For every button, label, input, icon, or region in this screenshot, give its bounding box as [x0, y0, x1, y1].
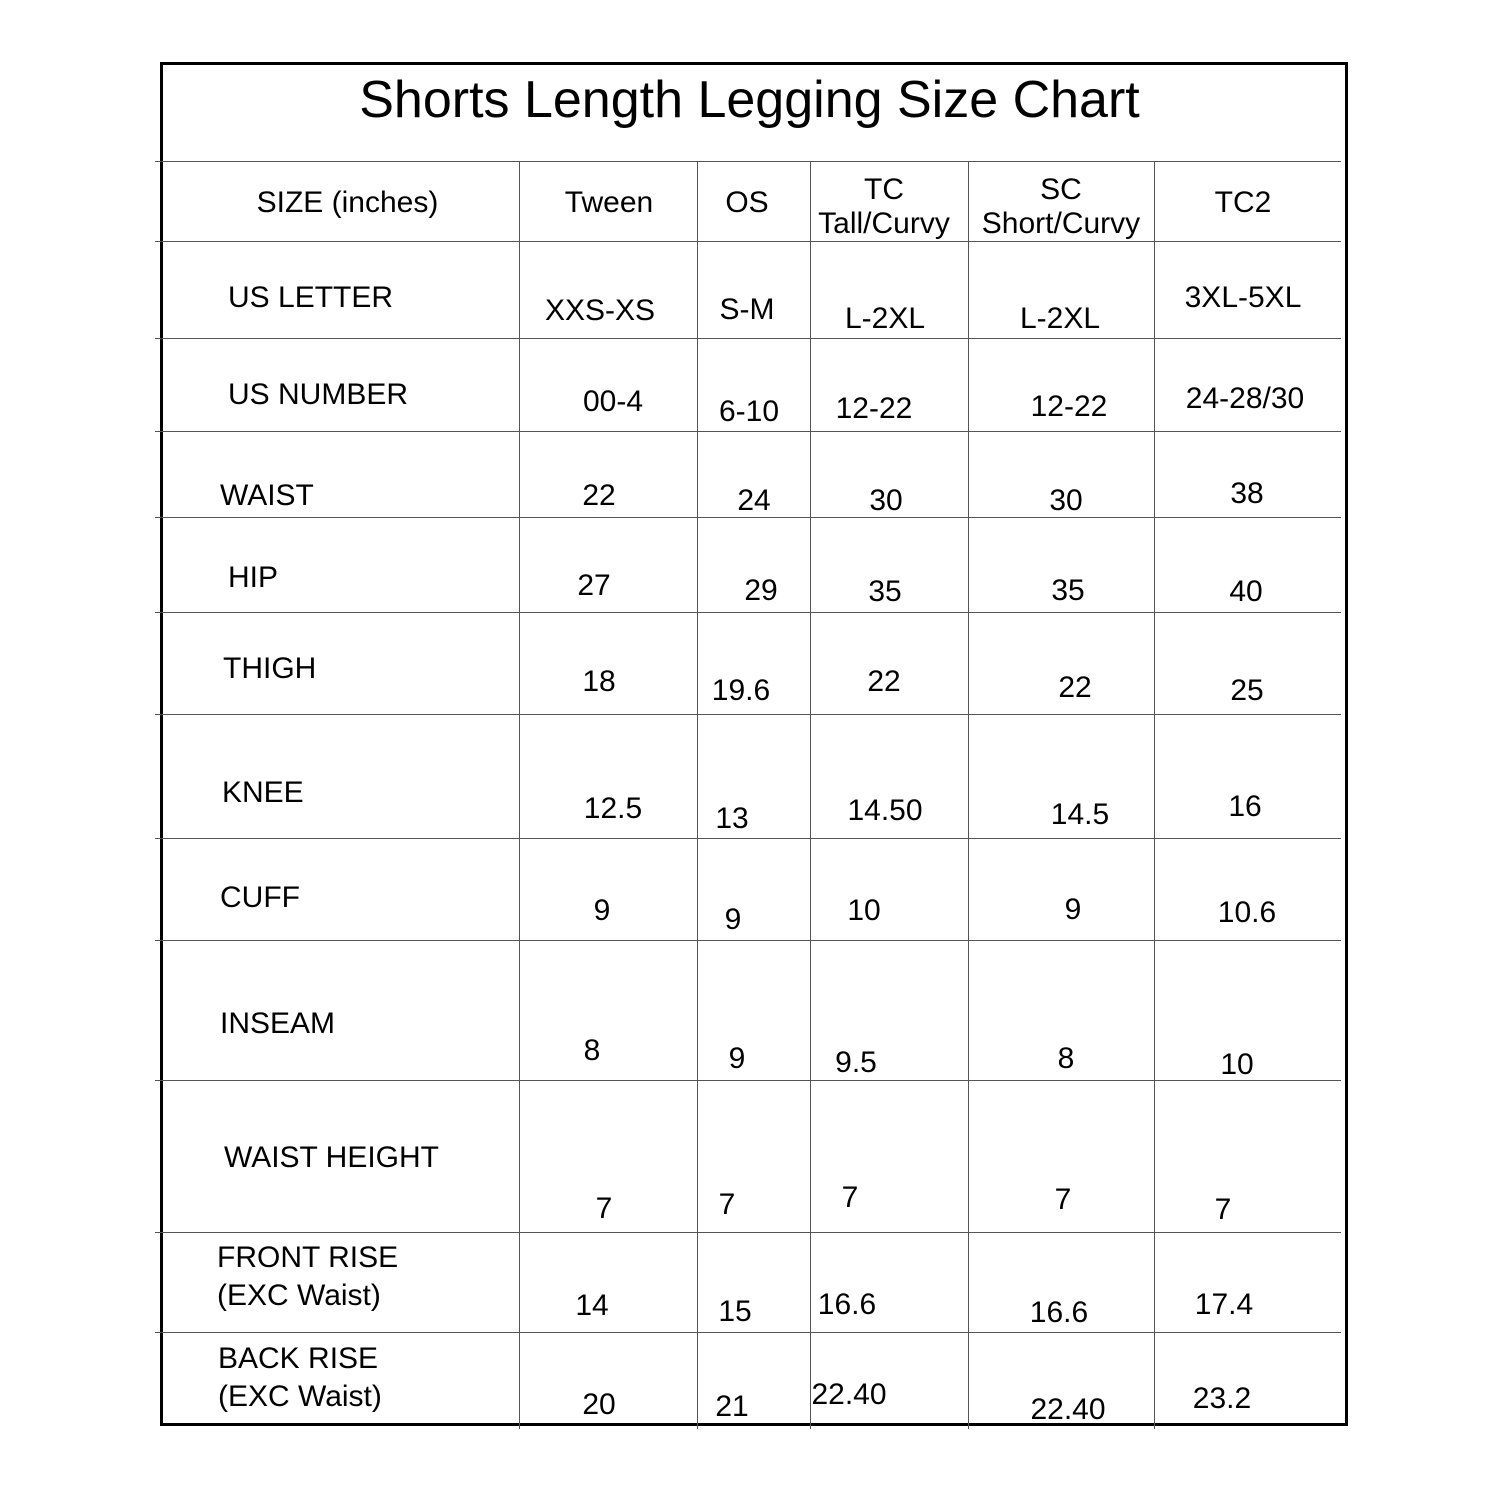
table-cell: 16: [1228, 790, 1262, 823]
column-header-sc: SC: [1040, 173, 1082, 206]
row-label: HIP: [228, 561, 279, 594]
table-cell: 29: [744, 574, 778, 607]
row-divider: [155, 838, 1341, 839]
row-label: INSEAM: [220, 1007, 336, 1040]
table-cell: 7: [718, 1188, 736, 1221]
table-cell: 35: [1051, 574, 1085, 607]
table-cell: 7: [841, 1181, 859, 1214]
table-cell: 15: [718, 1295, 752, 1328]
table-cell: 9: [1064, 893, 1082, 926]
row-label-sub: (EXC Waist): [217, 1279, 381, 1312]
column-header-subtitle: Tall/Curvy: [818, 207, 950, 240]
row-divider: [155, 161, 1341, 162]
table-cell: 23.2: [1192, 1382, 1252, 1415]
table-cell: 10.6: [1217, 896, 1277, 929]
table-cell: 35: [868, 575, 902, 608]
row-divider: [155, 338, 1341, 339]
table-cell: 22: [1058, 671, 1092, 704]
table-cell: 20: [582, 1388, 616, 1421]
row-label: WAIST: [220, 479, 314, 512]
table-border: [160, 62, 1348, 1426]
table-cell: 14.5: [1050, 798, 1110, 831]
table-cell: 14: [575, 1289, 609, 1322]
table-cell: 9: [593, 894, 611, 927]
table-cell: 14.50: [847, 794, 923, 827]
table-cell: 8: [1057, 1042, 1075, 1075]
table-cell: 22: [582, 479, 616, 512]
row-divider: [155, 1080, 1341, 1081]
table-cell: 24: [737, 484, 771, 517]
row-divider: [155, 940, 1341, 941]
column-divider: [697, 161, 698, 1429]
column-header-subtitle: Short/Curvy: [981, 207, 1141, 240]
table-cell: 22.40: [811, 1378, 887, 1411]
row-divider: [155, 241, 1341, 242]
table-cell: 13: [715, 802, 749, 835]
table-cell: 38: [1230, 477, 1264, 510]
row-divider: [155, 431, 1341, 432]
table-cell: 19.6: [711, 674, 771, 707]
table-cell: 7: [1054, 1183, 1072, 1216]
table-cell: 12-22: [1030, 390, 1108, 423]
table-cell: 18: [582, 665, 616, 698]
column-header-os: OS: [725, 186, 769, 219]
table-cell: 22: [867, 665, 901, 698]
table-cell: 30: [869, 484, 903, 517]
table-cell: 40: [1229, 575, 1263, 608]
table-cell: 9: [724, 903, 742, 936]
row-divider: [155, 612, 1341, 613]
table-cell: 17.4: [1194, 1288, 1254, 1321]
table-cell: 30: [1049, 484, 1083, 517]
table-cell: 22.40: [1030, 1393, 1106, 1426]
table-cell: L-2XL: [1019, 302, 1101, 335]
column-header-tc: TC: [864, 173, 904, 206]
column-divider: [519, 161, 520, 1429]
table-cell: 12.5: [583, 792, 643, 825]
table-cell: S-M: [719, 293, 775, 326]
table-cell: 21: [715, 1390, 749, 1423]
table-cell: 12-22: [835, 392, 913, 425]
row-label: FRONT RISE: [217, 1241, 399, 1274]
row-label: US LETTER: [228, 281, 394, 314]
row-label: THIGH: [223, 652, 317, 685]
column-header-tween: Tween: [564, 186, 654, 219]
column-header-tc2: TC2: [1214, 186, 1272, 219]
table-cell: 7: [1214, 1193, 1232, 1226]
row-label: KNEE: [222, 776, 304, 809]
chart-title: Shorts Length Legging Size Chart: [359, 71, 1140, 129]
header-size-label: SIZE (inches): [256, 186, 439, 219]
row-divider: [155, 714, 1341, 715]
row-label: US NUMBER: [228, 378, 409, 411]
table-cell: XXS-XS: [544, 294, 656, 327]
row-label: WAIST HEIGHT: [224, 1141, 440, 1174]
row-label: CUFF: [220, 881, 300, 914]
table-cell: 6-10: [718, 395, 780, 428]
table-cell: 16.6: [1029, 1296, 1089, 1329]
row-divider: [155, 1332, 1341, 1333]
table-cell: 24-28/30: [1185, 382, 1305, 415]
column-divider: [810, 161, 811, 1429]
table-cell: 7: [595, 1192, 613, 1225]
row-label-sub: (EXC Waist): [218, 1380, 382, 1413]
table-cell: 9: [728, 1042, 746, 1075]
row-divider: [155, 517, 1341, 518]
table-cell: 9.5: [835, 1046, 877, 1079]
table-cell: L-2XL: [844, 302, 926, 335]
row-divider: [155, 1232, 1341, 1233]
table-cell: 27: [577, 569, 611, 602]
table-cell: 10: [1220, 1048, 1254, 1081]
table-cell: 8: [583, 1034, 601, 1067]
column-divider: [968, 161, 969, 1429]
table-cell: 00-4: [582, 385, 644, 418]
table-cell: 10: [847, 894, 881, 927]
row-label: BACK RISE: [218, 1342, 379, 1375]
table-cell: 16.6: [817, 1288, 877, 1321]
table-cell: 3XL-5XL: [1184, 281, 1302, 314]
column-divider: [1154, 161, 1155, 1429]
table-cell: 25: [1230, 674, 1264, 707]
